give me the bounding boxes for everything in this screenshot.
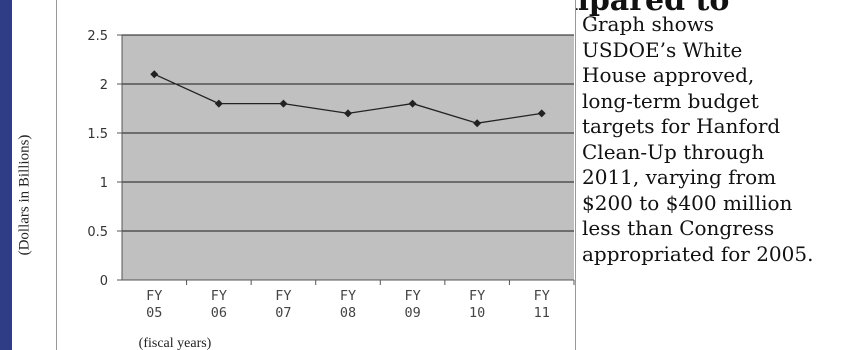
y-tick-label: 1.5 — [87, 127, 108, 142]
data-point — [150, 70, 159, 79]
left-accent-bar — [0, 0, 12, 350]
x-tick-label: 08 — [340, 305, 356, 321]
y-tick-label: 0 — [100, 274, 108, 289]
description-line: House approved, — [582, 63, 755, 87]
description-line: 2011, varying from — [582, 165, 777, 189]
x-tick-label: 06 — [211, 305, 227, 321]
y-tick-label: 2 — [100, 78, 108, 93]
description-line: long-term budget — [582, 88, 759, 113]
data-point — [344, 109, 352, 118]
data-point — [537, 109, 546, 118]
y-tick-label: 1 — [100, 176, 108, 191]
x-tick-label: 09 — [404, 305, 420, 321]
x-tick-label: FY — [275, 288, 291, 304]
y-tick-label: 0.5 — [87, 225, 108, 240]
description-line: less than Congress — [582, 216, 775, 240]
x-tick-label: 07 — [275, 305, 291, 321]
description-line: appropriated for 2005. — [582, 241, 814, 266]
x-tick-label: 05 — [146, 305, 162, 321]
description-line: $200 to $400 million — [582, 190, 793, 215]
plot-area — [122, 35, 574, 280]
chart-description: Graph shows USDOE’s White House approved, l… — [582, 12, 852, 267]
x-tick-label: 10 — [469, 305, 485, 321]
x-tick-label: FY — [469, 288, 485, 304]
x-tick-label: FY — [404, 288, 420, 304]
x-tick-label: 11 — [534, 305, 550, 321]
y-tick-label: 2.5 — [87, 29, 108, 44]
description-line: Graph shows — [582, 12, 715, 36]
x-tick-label: FY — [146, 288, 162, 304]
x-tick-label: FY — [534, 288, 550, 304]
x-axis-label: (fiscal years) — [139, 336, 212, 350]
description-line: USDOE’s White — [582, 37, 743, 62]
description-line: targets for Hanford — [582, 114, 781, 138]
data-point — [473, 119, 482, 128]
data-point — [408, 99, 417, 108]
x-tick-label: FY — [211, 288, 227, 304]
description-line: Clean-Up through — [582, 139, 765, 164]
data-point — [279, 99, 288, 108]
x-tick-label: FY — [340, 288, 356, 304]
data-point — [214, 99, 223, 108]
